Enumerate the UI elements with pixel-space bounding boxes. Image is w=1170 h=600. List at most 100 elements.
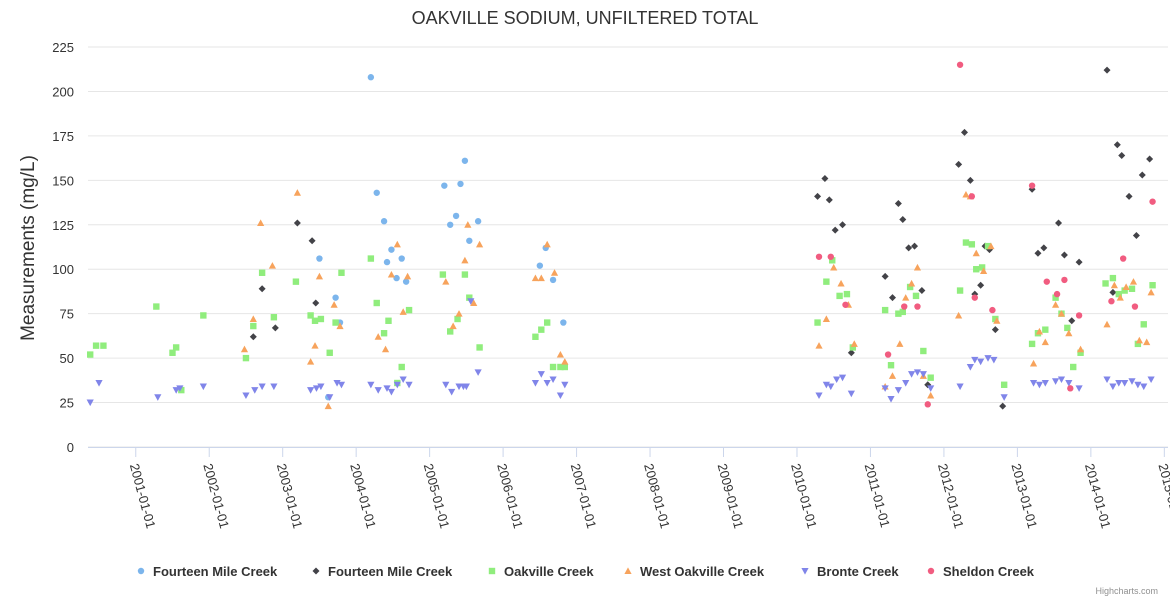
data-point[interactable] <box>825 196 833 204</box>
data-point[interactable] <box>543 240 551 248</box>
data-point[interactable] <box>1129 278 1138 285</box>
data-point[interactable] <box>476 344 483 351</box>
data-point[interactable] <box>398 363 405 371</box>
data-point[interactable] <box>1116 294 1124 301</box>
data-point[interactable] <box>1051 378 1060 385</box>
data-point[interactable] <box>258 285 266 293</box>
data-point[interactable] <box>475 240 484 248</box>
data-point[interactable] <box>968 241 976 248</box>
data-point[interactable] <box>1065 329 1073 337</box>
data-point[interactable] <box>827 253 834 260</box>
data-point[interactable] <box>991 326 999 334</box>
data-point[interactable] <box>556 350 565 358</box>
data-point[interactable] <box>393 381 401 389</box>
data-point[interactable] <box>1075 258 1083 266</box>
data-point[interactable] <box>1109 288 1117 296</box>
data-point[interactable] <box>92 342 100 349</box>
data-point[interactable] <box>960 128 968 136</box>
data-point[interactable] <box>536 262 544 269</box>
data-point[interactable] <box>1103 66 1111 74</box>
data-point[interactable] <box>1140 321 1147 328</box>
data-point[interactable] <box>1051 301 1060 308</box>
data-point[interactable] <box>1134 381 1142 389</box>
data-point[interactable] <box>1028 340 1036 348</box>
data-point[interactable] <box>1064 324 1071 332</box>
data-point[interactable] <box>258 269 266 276</box>
data-point[interactable] <box>901 303 908 310</box>
data-point[interactable] <box>337 381 346 389</box>
data-point[interactable] <box>972 249 980 257</box>
data-point[interactable] <box>531 274 540 282</box>
data-point[interactable] <box>1128 378 1136 385</box>
data-point[interactable] <box>550 269 559 276</box>
data-point[interactable] <box>1121 380 1129 387</box>
data-point[interactable] <box>815 253 823 260</box>
data-point[interactable] <box>398 255 405 262</box>
data-point[interactable] <box>373 299 380 307</box>
data-point[interactable] <box>399 308 407 315</box>
data-point[interactable] <box>169 349 176 356</box>
data-point[interactable] <box>1110 281 1118 289</box>
data-point[interactable] <box>927 385 935 392</box>
data-point[interactable] <box>466 237 473 244</box>
data-point[interactable] <box>1113 141 1121 149</box>
data-point[interactable] <box>250 322 257 330</box>
legend-item[interactable]: West Oakville Creek <box>624 564 765 579</box>
data-point[interactable] <box>1109 383 1117 391</box>
data-point[interactable] <box>549 363 557 371</box>
data-point[interactable] <box>850 340 858 347</box>
data-point[interactable] <box>308 237 316 245</box>
data-point[interactable] <box>474 218 482 225</box>
data-point[interactable] <box>1149 198 1156 205</box>
data-point[interactable] <box>1109 274 1117 282</box>
data-point[interactable] <box>1149 282 1156 289</box>
data-point[interactable] <box>1125 192 1133 200</box>
data-point[interactable] <box>815 392 823 400</box>
data-point[interactable] <box>258 383 266 391</box>
data-point[interactable] <box>447 328 454 335</box>
data-point[interactable] <box>956 61 964 68</box>
data-point[interactable] <box>556 392 565 400</box>
data-point[interactable] <box>881 272 889 280</box>
data-point[interactable] <box>531 380 540 387</box>
data-point[interactable] <box>1041 338 1049 346</box>
data-point[interactable] <box>822 381 830 389</box>
data-point[interactable] <box>902 294 910 301</box>
data-point[interactable] <box>920 347 927 355</box>
data-point[interactable] <box>549 276 557 284</box>
data-point[interactable] <box>442 278 450 285</box>
data-point[interactable] <box>836 292 843 300</box>
data-point[interactable] <box>561 363 569 371</box>
data-point[interactable] <box>881 306 889 314</box>
data-point[interactable] <box>467 298 475 305</box>
data-point[interactable] <box>326 394 334 401</box>
data-point[interactable] <box>971 356 979 364</box>
data-point[interactable] <box>1138 171 1146 179</box>
data-point[interactable] <box>1035 327 1044 335</box>
data-point[interactable] <box>154 394 162 401</box>
data-point[interactable] <box>561 381 569 389</box>
legend-item[interactable]: Bronte Creek <box>801 564 899 579</box>
data-point[interactable] <box>1140 383 1148 391</box>
legend-marker[interactable] <box>927 567 935 575</box>
data-point[interactable] <box>927 391 935 399</box>
data-point[interactable] <box>385 317 392 324</box>
legend-marker[interactable] <box>137 567 145 575</box>
data-point[interactable] <box>367 381 375 389</box>
data-point[interactable] <box>839 221 847 229</box>
data-point[interactable] <box>955 160 963 168</box>
data-point[interactable] <box>1053 290 1061 298</box>
data-point[interactable] <box>367 255 375 262</box>
data-point[interactable] <box>447 221 454 228</box>
data-point[interactable] <box>86 399 94 407</box>
data-point[interactable] <box>402 278 410 285</box>
data-point[interactable] <box>257 219 265 226</box>
data-point[interactable] <box>549 376 557 384</box>
data-point[interactable] <box>311 342 319 349</box>
data-point[interactable] <box>312 385 321 392</box>
data-point[interactable] <box>538 326 545 333</box>
data-point[interactable] <box>311 317 319 324</box>
data-point[interactable] <box>405 306 413 314</box>
data-point[interactable] <box>902 380 910 387</box>
data-point[interactable] <box>374 387 382 394</box>
